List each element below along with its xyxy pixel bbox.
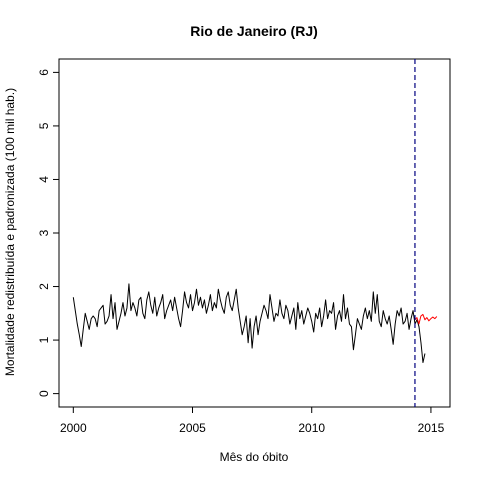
y-tick-label-3: 3 <box>37 229 51 236</box>
series-layer <box>72 283 438 364</box>
plot-frame <box>58 58 451 408</box>
y-tick-label-6: 6 <box>37 69 51 76</box>
y-tick-label-5: 5 <box>37 122 51 129</box>
y-tick-label-4: 4 <box>37 176 51 183</box>
x-tick-label-3: 2015 <box>418 421 445 435</box>
y-axis: 0 1 2 3 4 5 6 <box>37 69 60 397</box>
x-axis-label: Mês do óbito <box>220 450 289 464</box>
y-axis-label: Mortalidade redistribuída e padronizada … <box>3 88 17 376</box>
y-tick-label-2: 2 <box>37 283 51 290</box>
y-tick-label-0: 0 <box>37 390 51 397</box>
y-tick-label-1: 1 <box>37 336 51 343</box>
x-axis: 2000 2005 2010 2015 <box>60 406 445 435</box>
x-tick-label-0: 2000 <box>60 421 87 435</box>
x-tick-label-2: 2010 <box>298 421 325 435</box>
chart-title: Rio de Janeiro (RJ) <box>190 23 318 39</box>
series-line-1 <box>414 313 438 325</box>
x-tick-label-1: 2005 <box>179 421 206 435</box>
series-line-0 <box>72 283 426 364</box>
